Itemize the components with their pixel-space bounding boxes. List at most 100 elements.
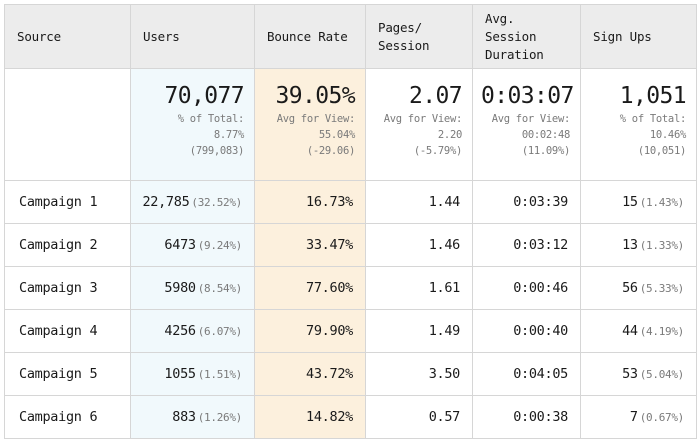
summary-bounce-avg: 55.04% (318, 129, 355, 141)
table-row: Campaign 1 22,785 (32.52%) 16.73% 1.44 0:… (4, 180, 697, 224)
table-row: Campaign 2 6473 (9.24%) 33.47% 1.46 0:03:… (4, 223, 697, 267)
summary-bounce-delta: (-29.06) (306, 145, 355, 157)
duration-value: 0:03:39 (513, 194, 568, 210)
signups-percent: (0.67%) (639, 411, 685, 424)
signups-value: 7 (629, 409, 638, 425)
header-bounce-rate[interactable]: Bounce Rate (254, 4, 366, 69)
pages-cell: 1.46 (365, 223, 473, 267)
signups-percent: (5.33%) (639, 282, 685, 295)
header-avg-session-line2: Duration (485, 46, 544, 62)
pages-cell: 0.57 (365, 395, 473, 439)
users-cell: 883 (1.26%) (130, 395, 255, 439)
summary-pages-note: Avg for View: (383, 113, 463, 125)
header-pages-session[interactable]: Pages/ Session (365, 4, 473, 69)
table-row: Campaign 6 883 (1.26%) 14.82% 0.57 0:00:3… (4, 395, 697, 439)
pages-cell: 1.49 (365, 309, 473, 353)
bounce-cell: 77.60% (254, 266, 366, 310)
header-avg-session-line1: Avg. Session (485, 10, 537, 44)
signups-percent: (5.04%) (639, 368, 685, 381)
signups-percent: (1.43%) (639, 196, 685, 209)
users-value: 22,785 (142, 194, 190, 210)
pages-cell: 3.50 (365, 352, 473, 396)
table-row: Campaign 5 1055 (1.51%) 43.72% 3.50 0:04:… (4, 352, 697, 396)
users-value: 1055 (164, 366, 196, 382)
source-link[interactable]: Campaign 5 (19, 366, 98, 382)
pages-cell: 1.61 (365, 266, 473, 310)
bounce-cell: 43.72% (254, 352, 366, 396)
summary-users-total: (799,083) (189, 145, 245, 157)
duration-cell: 0:00:46 (472, 266, 581, 310)
users-value: 5980 (164, 280, 196, 296)
summary-bounce-cell: 39.05% Avg for View: 55.04% (-29.06) (254, 68, 366, 181)
bounce-cell: 33.47% (254, 223, 366, 267)
summary-bounce-value: 39.05% (275, 83, 356, 109)
bounce-cell: 14.82% (254, 395, 366, 439)
header-pages-session-line2: Session (378, 37, 430, 53)
signups-value: 53 (622, 366, 638, 382)
signups-cell: 44 (4.19%) (580, 309, 697, 353)
summary-row: 70,077 % of Total: 8.77% (799,083) 39.05… (4, 68, 697, 181)
header-row: Source Users Bounce Rate Pages/ Session … (4, 4, 697, 69)
bounce-value: 43.72% (306, 366, 353, 382)
source-link[interactable]: Campaign 2 (19, 237, 98, 253)
summary-bounce-note: Avg for View: (276, 113, 356, 125)
source-cell[interactable]: Campaign 6 (4, 395, 131, 439)
source-cell[interactable]: Campaign 5 (4, 352, 131, 396)
source-cell[interactable]: Campaign 2 (4, 223, 131, 267)
source-link[interactable]: Campaign 6 (19, 409, 98, 425)
header-bounce-rate-label: Bounce Rate (267, 28, 348, 44)
source-link[interactable]: Campaign 1 (19, 194, 98, 210)
duration-cell: 0:04:05 (472, 352, 581, 396)
signups-cell: 53 (5.04%) (580, 352, 697, 396)
table-row: Campaign 3 5980 (8.54%) 77.60% 1.61 0:00:… (4, 266, 697, 310)
summary-pages-cell: 2.07 Avg for View: 2.20 (-5.79%) (365, 68, 473, 181)
summary-source-cell (4, 68, 131, 181)
pages-value: 0.57 (428, 409, 461, 425)
header-source[interactable]: Source (4, 4, 131, 69)
duration-cell: 0:00:38 (472, 395, 581, 439)
summary-duration-delta: (11.09%) (521, 145, 570, 157)
header-source-label: Source (17, 28, 61, 44)
source-link[interactable]: Campaign 4 (19, 323, 98, 339)
summary-signups-percent: 10.46% (649, 129, 686, 141)
bounce-value: 77.60% (306, 280, 353, 296)
users-percent: (8.54%) (197, 282, 243, 295)
duration-value: 0:00:38 (513, 409, 568, 425)
signups-cell: 7 (0.67%) (580, 395, 697, 439)
signups-cell: 56 (5.33%) (580, 266, 697, 310)
bounce-value: 16.73% (306, 194, 353, 210)
bounce-value: 33.47% (306, 237, 353, 253)
signups-percent: (4.19%) (639, 325, 685, 338)
signups-percent: (1.33%) (639, 239, 685, 252)
header-users-label: Users (143, 28, 180, 44)
header-pages-session-line1: Pages/ (378, 19, 422, 35)
source-cell[interactable]: Campaign 3 (4, 266, 131, 310)
source-link[interactable]: Campaign 3 (19, 280, 98, 296)
summary-users-cell: 70,077 % of Total: 8.77% (799,083) (130, 68, 255, 181)
signups-cell: 13 (1.33%) (580, 223, 697, 267)
users-percent: (32.52%) (191, 196, 242, 209)
source-cell[interactable]: Campaign 4 (4, 309, 131, 353)
signups-value: 15 (622, 194, 638, 210)
header-users[interactable]: Users (130, 4, 255, 69)
pages-cell: 1.44 (365, 180, 473, 224)
users-percent: (1.26%) (197, 411, 243, 424)
users-cell: 1055 (1.51%) (130, 352, 255, 396)
duration-value: 0:00:46 (513, 280, 568, 296)
users-percent: (1.51%) (197, 368, 243, 381)
users-value: 6473 (164, 237, 196, 253)
pages-value: 1.44 (428, 194, 461, 210)
header-sign-ups[interactable]: Sign Ups (580, 4, 697, 69)
summary-signups-total: (10,051) (637, 145, 686, 157)
users-value: 883 (172, 409, 196, 425)
users-value: 4256 (164, 323, 196, 339)
bounce-value: 14.82% (306, 409, 353, 425)
source-cell[interactable]: Campaign 1 (4, 180, 131, 224)
users-cell: 4256 (6.07%) (130, 309, 255, 353)
summary-duration-value: 0:03:07 (481, 83, 574, 109)
summary-users-percent: 8.77% (213, 129, 244, 141)
signups-value: 13 (622, 237, 638, 253)
bounce-value: 79.90% (306, 323, 353, 339)
summary-users-note: % of Total: (177, 113, 245, 125)
header-avg-session-duration[interactable]: Avg. Session Duration (472, 4, 581, 69)
